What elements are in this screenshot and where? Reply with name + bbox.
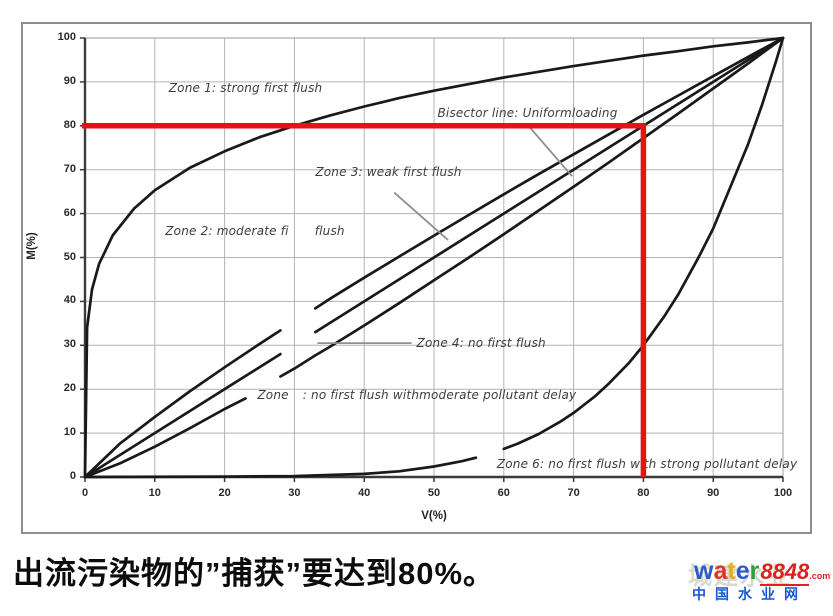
watermark-logo: water8848.com [694, 558, 830, 589]
watermark-word: water [694, 558, 759, 584]
watermark-chinese-name: 中国水业网 [692, 586, 807, 602]
y-axis-title: M(%) [26, 232, 38, 260]
watermark-letter: t [727, 557, 736, 585]
caption-text: 出流污染物的”捕获”要达到80%。 [13, 556, 496, 591]
watermark-letter: w [694, 557, 714, 585]
watermark-com: .com [809, 571, 831, 581]
watermark-8848: 8848 [760, 559, 810, 586]
watermark-letter: e [735, 557, 750, 585]
watermark: 城建水业 water8848.com 中国水业网 [686, 556, 832, 608]
chart-frame [21, 22, 812, 534]
watermark-letter: r [749, 557, 760, 585]
watermark-faint-text: 城建水业 [688, 563, 792, 590]
watermark-letter: a [713, 557, 728, 585]
x-axis-title: V(%) [421, 510, 447, 522]
